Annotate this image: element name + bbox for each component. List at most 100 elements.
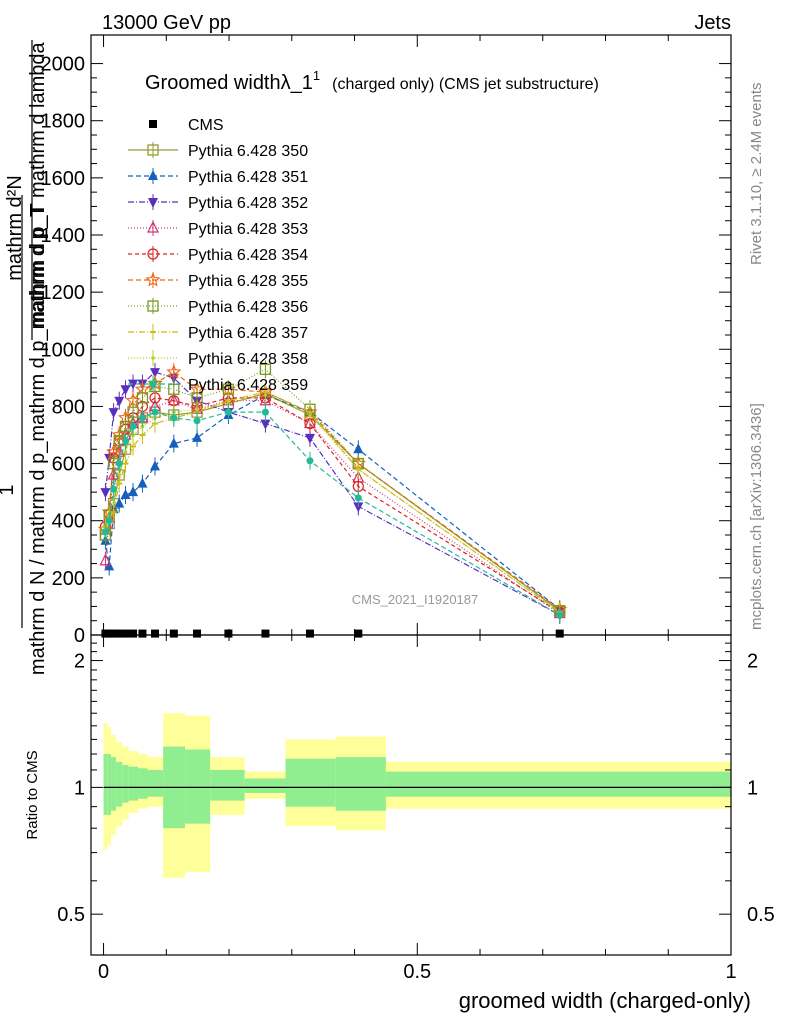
series-line-pythia-6-428-351: [104, 394, 561, 610]
data-point-pythia-6-428-355: [166, 364, 182, 379]
ratio-inner-band: [103, 754, 108, 815]
series-line-pythia-6-428-358: [104, 394, 561, 613]
data-point-pythia-6-428-358: [117, 473, 122, 477]
y-tick-label: 200: [52, 568, 85, 590]
data-point-pythia-6-428-359: [224, 408, 232, 416]
data-point-pythia-6-428-359: [115, 460, 123, 468]
energy-label: 13000 GeV pp: [102, 12, 231, 34]
rivet-version-label: Rivet 3.1.10, ≥ 2.4M events: [748, 83, 765, 266]
y-tick-label: 0: [74, 625, 85, 647]
data-point-pythia-6-428-356: [259, 363, 272, 375]
data-point-pythia-6-428-351: [353, 443, 364, 454]
svg-text:Groomed widthλ_11(charged only: Groomed widthλ_11 (charged only) (CMS jet…: [145, 68, 599, 94]
data-point-pythia-6-428-356: [136, 392, 149, 404]
title-suffix: (charged only) (CMS jet substructure): [332, 76, 599, 93]
cms-data-point: [354, 629, 363, 638]
cms-data-point: [305, 629, 314, 638]
cms-data-point: [555, 629, 564, 638]
legend-marker-pythia-6-428-355: [145, 272, 161, 287]
legend-label-pythia-6-428-354: Pythia 6.428 354: [188, 247, 308, 264]
process-label: Jets: [694, 12, 731, 34]
data-point-pythia-6-428-359: [556, 611, 564, 619]
ylabel-numerator: 1: [0, 484, 18, 495]
data-point-pythia-6-428-358: [356, 467, 361, 472]
main-y-ticks: 0 200 400 600 800 1000 1200 1400 1600 1800 2000: [41, 54, 731, 647]
y-tick-label: 600: [52, 454, 85, 476]
data-point-pythia-6-428-351: [137, 477, 148, 488]
legend-label-pythia-6-428-355: Pythia 6.428 355: [188, 273, 308, 290]
main-series-layer: [97, 360, 568, 624]
data-point-pythia-6-428-356: [127, 406, 139, 418]
ratio-tick-label-right: 1: [747, 777, 758, 799]
series-line-pythia-6-428-354: [104, 397, 561, 613]
legend: CMS Pythia 6.428 350 Pythia 6.428 351 Pythi…: [128, 117, 308, 394]
data-point-pythia-6-428-351: [192, 431, 203, 442]
data-point-pythia-6-428-351: [120, 489, 131, 499]
cms-data-point: [105, 629, 114, 638]
mcplots-label: mcplots.cern.ch [arXiv:1306.3436]: [748, 403, 765, 630]
ratio-inner-band: [147, 769, 164, 797]
cms-data-point: [169, 629, 178, 638]
x-axis-label: groomed width (charged-only): [459, 988, 751, 1013]
data-point-pythia-6-428-352: [260, 419, 271, 430]
data-point-pythia-6-428-359: [138, 414, 146, 422]
series-line-pythia-6-428-357: [104, 391, 561, 613]
data-point-pythia-6-428-356: [168, 383, 180, 395]
y-tick-label: 800: [52, 396, 85, 418]
main-panel: 0 200 400 600 800 1000 1200 1400 1600 1800 2000 CM…: [0, 34, 732, 675]
x-tick-label: 0.5: [403, 961, 431, 983]
cms-data-point: [193, 629, 202, 638]
ratio-inner-band: [122, 765, 129, 803]
ratio-y-label: Ratio to CMS: [24, 750, 41, 839]
series-line-pythia-6-428-353: [104, 400, 561, 615]
data-point-pythia-6-428-352: [108, 408, 119, 419]
data-point-pythia-6-428-359: [101, 528, 109, 536]
data-point-pythia-6-428-359: [354, 494, 362, 502]
y-tick-label: 2000: [41, 54, 86, 76]
title-superscript: 1: [313, 68, 320, 83]
y-tick-label: 1000: [41, 339, 86, 361]
ylabel-denominator: mathrm d N / mathrm d p_mathrm d p_mathr…: [27, 205, 49, 675]
cms-points-layer: [101, 629, 564, 638]
ratio-tick-label: 0.5: [57, 904, 85, 926]
data-point-pythia-6-428-358: [263, 393, 268, 397]
data-point-pythia-6-428-353: [99, 553, 112, 566]
cms-data-point: [138, 629, 147, 638]
legend-label-pythia-6-428-359: Pythia 6.428 359: [188, 377, 308, 394]
ratio-tick-label: 2: [74, 651, 85, 673]
ratio-plot-frame: [90, 634, 732, 956]
data-point-pythia-6-428-359: [105, 517, 113, 525]
legend-marker-pythia-6-428-356: [147, 300, 159, 312]
legend-label-cms: CMS: [188, 117, 224, 134]
ratio-inner-band: [285, 758, 336, 807]
ylabel-numerator-inner: mathrm d²N: [4, 175, 26, 281]
data-point-pythia-6-428-351: [168, 437, 179, 448]
main-plot-frame: [90, 34, 732, 636]
legend-marker-pythia-6-428-358: [151, 356, 155, 360]
ratio-inner-band: [335, 757, 386, 811]
ratio-inner-band: [244, 778, 286, 793]
ratio-tick-label-right: 0.5: [747, 904, 775, 926]
data-point-pythia-6-428-353: [107, 467, 120, 480]
legend-marker-cms: [149, 120, 157, 128]
y-tick-label: 1200: [41, 282, 86, 304]
x-axis-ticks: 0 0.5 1: [98, 35, 737, 983]
cms-data-point: [129, 629, 138, 638]
legend-marker-pythia-6-428-350: [147, 144, 159, 156]
data-point-pythia-6-428-351: [150, 460, 160, 471]
legend-label-pythia-6-428-352: Pythia 6.428 352: [188, 195, 308, 212]
y-tick-label: 1600: [41, 168, 86, 190]
legend-label-pythia-6-428-358: Pythia 6.428 358: [188, 351, 308, 368]
chart-title: Groomed widthλ_11 (charged only) (CMS jet…: [145, 68, 599, 94]
title-symbol: λ_1: [281, 72, 313, 94]
data-point-pythia-6-428-359: [261, 408, 269, 416]
y-axis-label: mathrm d²N mathrm d p_T mathrm d lambda …: [0, 40, 49, 675]
data-point-pythia-6-428-359: [193, 417, 201, 425]
data-point-pythia-6-428-351: [114, 497, 125, 508]
y-tick-label: 400: [52, 511, 85, 533]
legend-marker-pythia-6-428-352: [148, 198, 158, 208]
legend-label-pythia-6-428-353: Pythia 6.428 353: [188, 221, 308, 238]
ratio-tick-label: 1: [74, 777, 85, 799]
data-point-pythia-6-428-352: [120, 385, 131, 396]
